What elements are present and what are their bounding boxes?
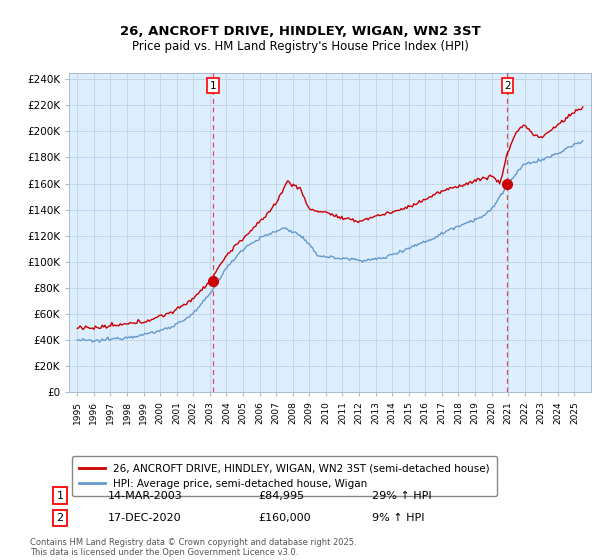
Text: 1: 1 bbox=[56, 491, 64, 501]
Text: 26, ANCROFT DRIVE, HINDLEY, WIGAN, WN2 3ST: 26, ANCROFT DRIVE, HINDLEY, WIGAN, WN2 3… bbox=[119, 25, 481, 38]
Text: 9% ↑ HPI: 9% ↑ HPI bbox=[372, 513, 425, 523]
Text: £84,995: £84,995 bbox=[258, 491, 304, 501]
Text: 2: 2 bbox=[504, 81, 511, 91]
Text: £160,000: £160,000 bbox=[258, 513, 311, 523]
Text: 14-MAR-2003: 14-MAR-2003 bbox=[108, 491, 183, 501]
Text: 1: 1 bbox=[210, 81, 217, 91]
Text: Price paid vs. HM Land Registry's House Price Index (HPI): Price paid vs. HM Land Registry's House … bbox=[131, 40, 469, 53]
Text: 29% ↑ HPI: 29% ↑ HPI bbox=[372, 491, 431, 501]
Text: 17-DEC-2020: 17-DEC-2020 bbox=[108, 513, 182, 523]
Text: Contains HM Land Registry data © Crown copyright and database right 2025.
This d: Contains HM Land Registry data © Crown c… bbox=[30, 538, 356, 557]
Text: 2: 2 bbox=[56, 513, 64, 523]
Legend: 26, ANCROFT DRIVE, HINDLEY, WIGAN, WN2 3ST (semi-detached house), HPI: Average p: 26, ANCROFT DRIVE, HINDLEY, WIGAN, WN2 3… bbox=[71, 456, 497, 496]
